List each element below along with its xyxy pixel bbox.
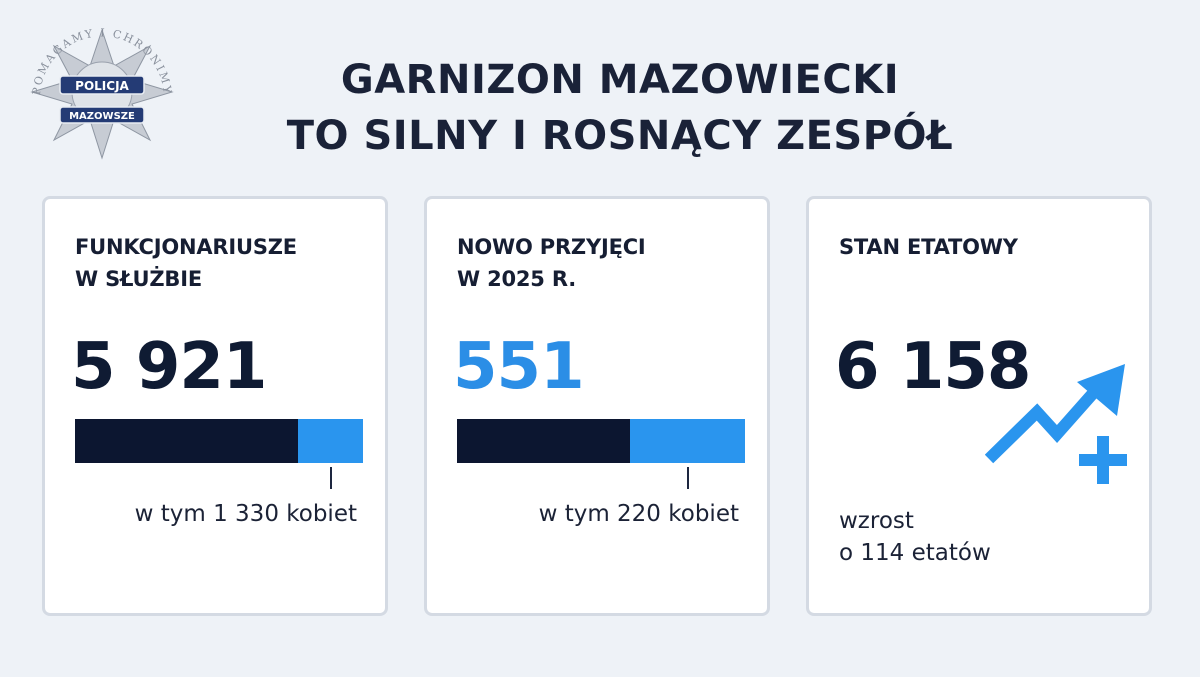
card-staffing: STAN ETATOWY 6 158 wzrost o 114 etatów: [806, 196, 1152, 616]
bar-tick: [330, 467, 332, 489]
card-title-line-1: NOWO PRZYJĘCI: [457, 235, 646, 259]
card-title: FUNKCJONARIUSZE W SŁUŻBIE: [75, 231, 365, 295]
bar-men-segment: [75, 419, 298, 463]
police-star-badge-icon: POLICJA MAZOWSZE POMAGAMY I CHRONIMY: [22, 22, 182, 167]
women-count-note: w tym 1 330 kobiet: [134, 501, 357, 527]
logo-badge-bottom: MAZOWSZE: [69, 111, 135, 122]
card-title-line-1: FUNKCJONARIUSZE: [75, 235, 297, 259]
bar-tick: [687, 467, 689, 489]
title-line-2: TO SILNY I ROSNĄCY ZESPÓŁ: [286, 113, 954, 159]
gender-bar: [457, 419, 745, 463]
bar-men-segment: [457, 419, 630, 463]
trend-up-arrow-plus-icon: [984, 364, 1135, 494]
card-title: NOWO PRZYJĘCI W 2025 R.: [457, 231, 747, 295]
card-title-line-2: W SŁUŻBIE: [75, 267, 202, 291]
card-new-recruits: NOWO PRZYJĘCI W 2025 R. 551 w tym 220 ko…: [424, 196, 770, 616]
card-officers: FUNKCJONARIUSZE W SŁUŻBIE 5 921 w tym 1 …: [42, 196, 388, 616]
page-title: GARNIZON MAZOWIECKI TO SILNY I ROSNĄCY Z…: [190, 52, 1050, 164]
bar-women-segment: [630, 419, 745, 463]
bar-women-segment: [298, 419, 363, 463]
card-value: 5 921: [71, 330, 267, 404]
growth-line-2: o 114 etatów: [839, 540, 991, 566]
card-title-line-1: STAN ETATOWY: [839, 235, 1018, 259]
title-line-1: GARNIZON MAZOWIECKI: [340, 57, 900, 103]
card-value: 6 158: [835, 330, 1031, 404]
growth-line-1: wzrost: [839, 508, 914, 534]
women-count-note: w tym 220 kobiet: [538, 501, 739, 527]
logo-badge-top: POLICJA: [75, 79, 129, 93]
card-value: 551: [453, 330, 585, 404]
card-title-line-2: W 2025 R.: [457, 267, 576, 291]
card-title: STAN ETATOWY: [839, 231, 1129, 263]
gender-bar: [75, 419, 363, 463]
growth-note: wzrost o 114 etatów: [839, 505, 991, 569]
